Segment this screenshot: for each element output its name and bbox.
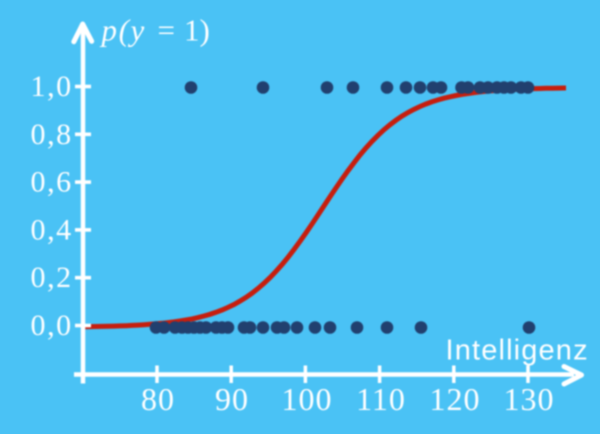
svg-text:0,4: 0,4 [30, 213, 72, 246]
svg-text:1,0: 1,0 [30, 70, 72, 103]
svg-text:0,8: 0,8 [30, 118, 72, 151]
svg-text:110: 110 [356, 381, 406, 417]
svg-text:Intelligenz: Intelligenz [446, 335, 589, 367]
svg-text:100: 100 [282, 381, 333, 417]
svg-text:90: 90 [215, 381, 249, 417]
svg-text:130: 130 [504, 381, 555, 417]
svg-text:120: 120 [430, 381, 481, 417]
svg-text:1): 1) [184, 13, 210, 48]
svg-text:p(y: p(y [100, 13, 146, 48]
svg-text:80: 80 [141, 381, 175, 417]
svg-text:0,2: 0,2 [30, 261, 72, 294]
svg-text:0,6: 0,6 [30, 166, 72, 199]
svg-text:=: = [158, 13, 175, 48]
svg-text:0,0: 0,0 [30, 309, 72, 342]
